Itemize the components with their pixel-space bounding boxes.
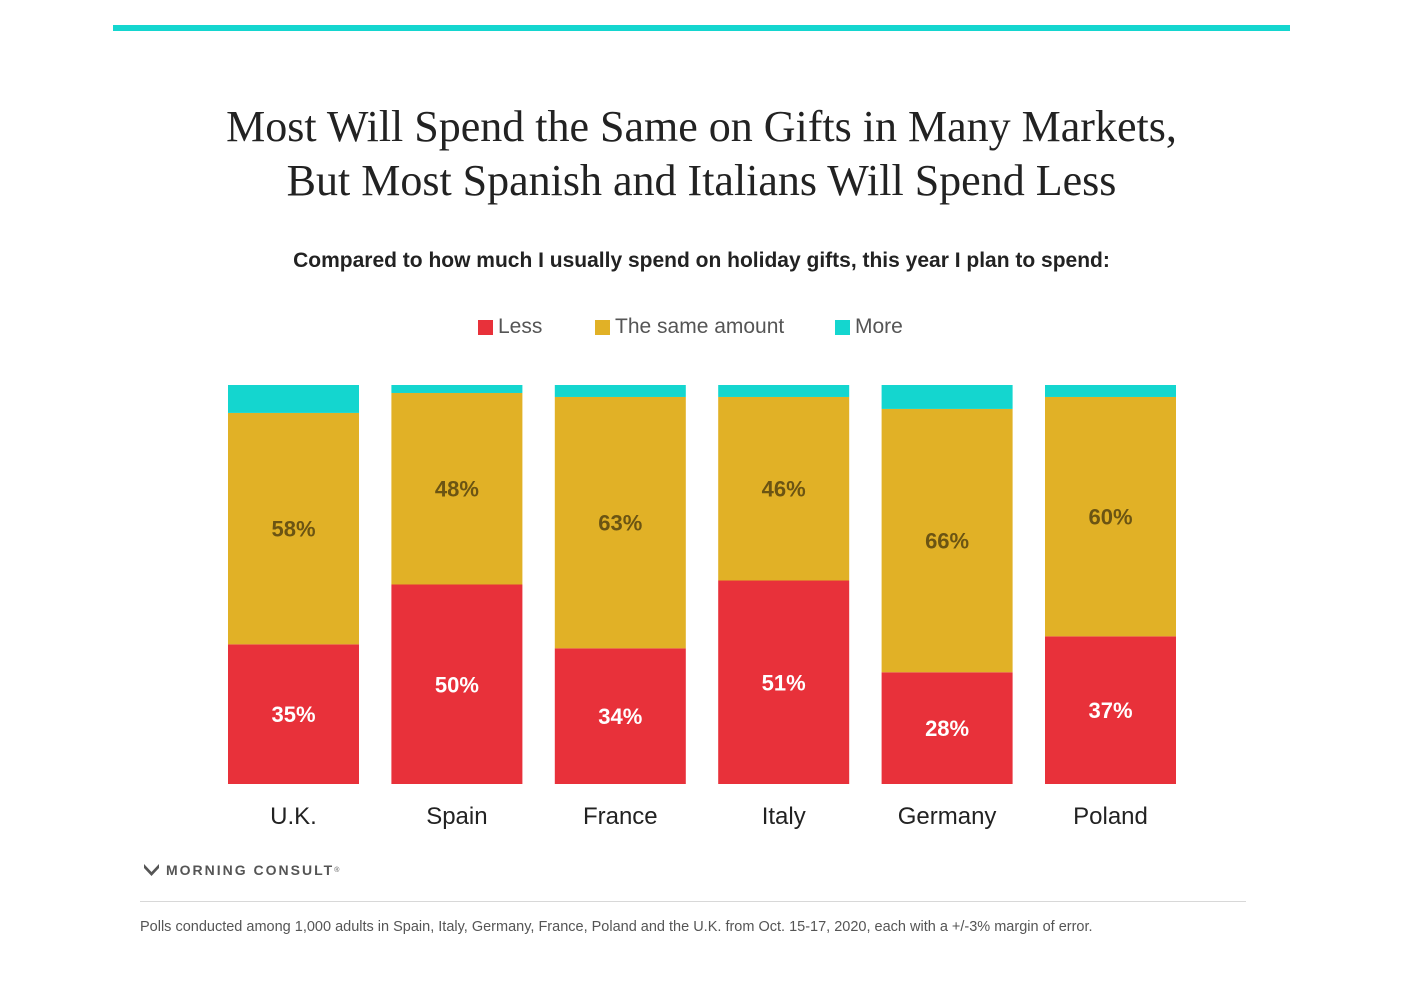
bar-segment-less-spain [391, 584, 523, 784]
bar-segment-more-poland [1045, 385, 1176, 397]
chart-title-line-1: Most Will Spend the Same on Gifts in Man… [226, 102, 1177, 151]
bar-segment-less-uk [228, 644, 359, 784]
legend-label-less: Less [498, 315, 543, 338]
category-label-spain: Spain [426, 803, 487, 830]
category-label-germany: Germany [898, 803, 997, 830]
bar-segment-same-spain [391, 392, 523, 585]
morning-consult-logo-icon [144, 864, 159, 876]
top-accent-rule [113, 25, 1290, 31]
brand-logo: MORNING CONSULT ® [143, 862, 339, 878]
data-label-same-spain: 48% [435, 477, 479, 502]
data-label-same-france: 63% [598, 511, 642, 536]
data-label-less-poland: 37% [1088, 698, 1132, 723]
bar-segment-less-france [554, 648, 686, 784]
legend-label-more: More [855, 315, 903, 338]
bar-segment-same-germany [881, 408, 1013, 673]
legend-swatch-more [835, 319, 850, 335]
legend-swatch-same [595, 319, 610, 335]
bar-segment-same-italy [718, 396, 850, 581]
brand-name: MORNING CONSULT [166, 862, 335, 878]
data-label-less-germany: 28% [925, 716, 969, 741]
bar-segment-less-italy [718, 580, 850, 784]
legend-swatch-less [478, 319, 493, 335]
data-label-less-uk: 35% [271, 702, 315, 727]
legend: Less The same amount More [0, 313, 1403, 341]
data-label-less-italy: 51% [762, 670, 806, 695]
data-label-less-spain: 50% [435, 672, 479, 697]
chart-subtitle: Compared to how much I usually spend on … [293, 249, 1110, 272]
legend-label-same: The same amount [615, 315, 785, 338]
bar-segment-same-poland [1045, 396, 1176, 637]
data-label-same-germany: 66% [925, 529, 969, 554]
legend-item-same: The same amount [595, 313, 784, 341]
bar-segment-more-germany [881, 385, 1013, 409]
bar-segment-more-france [554, 385, 686, 397]
data-label-less-france: 34% [598, 704, 642, 729]
category-label-uk: U.K. [270, 803, 317, 830]
legend-item-less: Less [478, 313, 542, 341]
data-label-same-italy: 46% [762, 477, 806, 502]
data-label-same-uk: 58% [271, 517, 315, 542]
bar-segment-less-germany [881, 672, 1013, 784]
bar-segment-less-poland [1045, 636, 1176, 784]
footer-divider [140, 901, 1246, 902]
bar-segment-same-uk [228, 412, 359, 645]
chart-title: Most Will Spend the Same on Gifts in Man… [0, 100, 1403, 208]
bar-segment-more-spain [391, 385, 523, 393]
category-label-italy: Italy [762, 803, 806, 830]
legend-item-more: More [835, 313, 903, 341]
bar-segment-same-france [554, 396, 686, 649]
bar-segment-more-italy [718, 385, 850, 397]
category-label-poland: Poland [1073, 803, 1148, 830]
bar-segment-more-uk [228, 385, 359, 413]
chart-title-line-2: But Most Spanish and Italians Will Spend… [286, 156, 1117, 205]
footnote: Polls conducted among 1,000 adults in Sp… [140, 919, 1093, 935]
category-label-france: France [583, 803, 658, 830]
data-label-same-poland: 60% [1088, 505, 1132, 530]
